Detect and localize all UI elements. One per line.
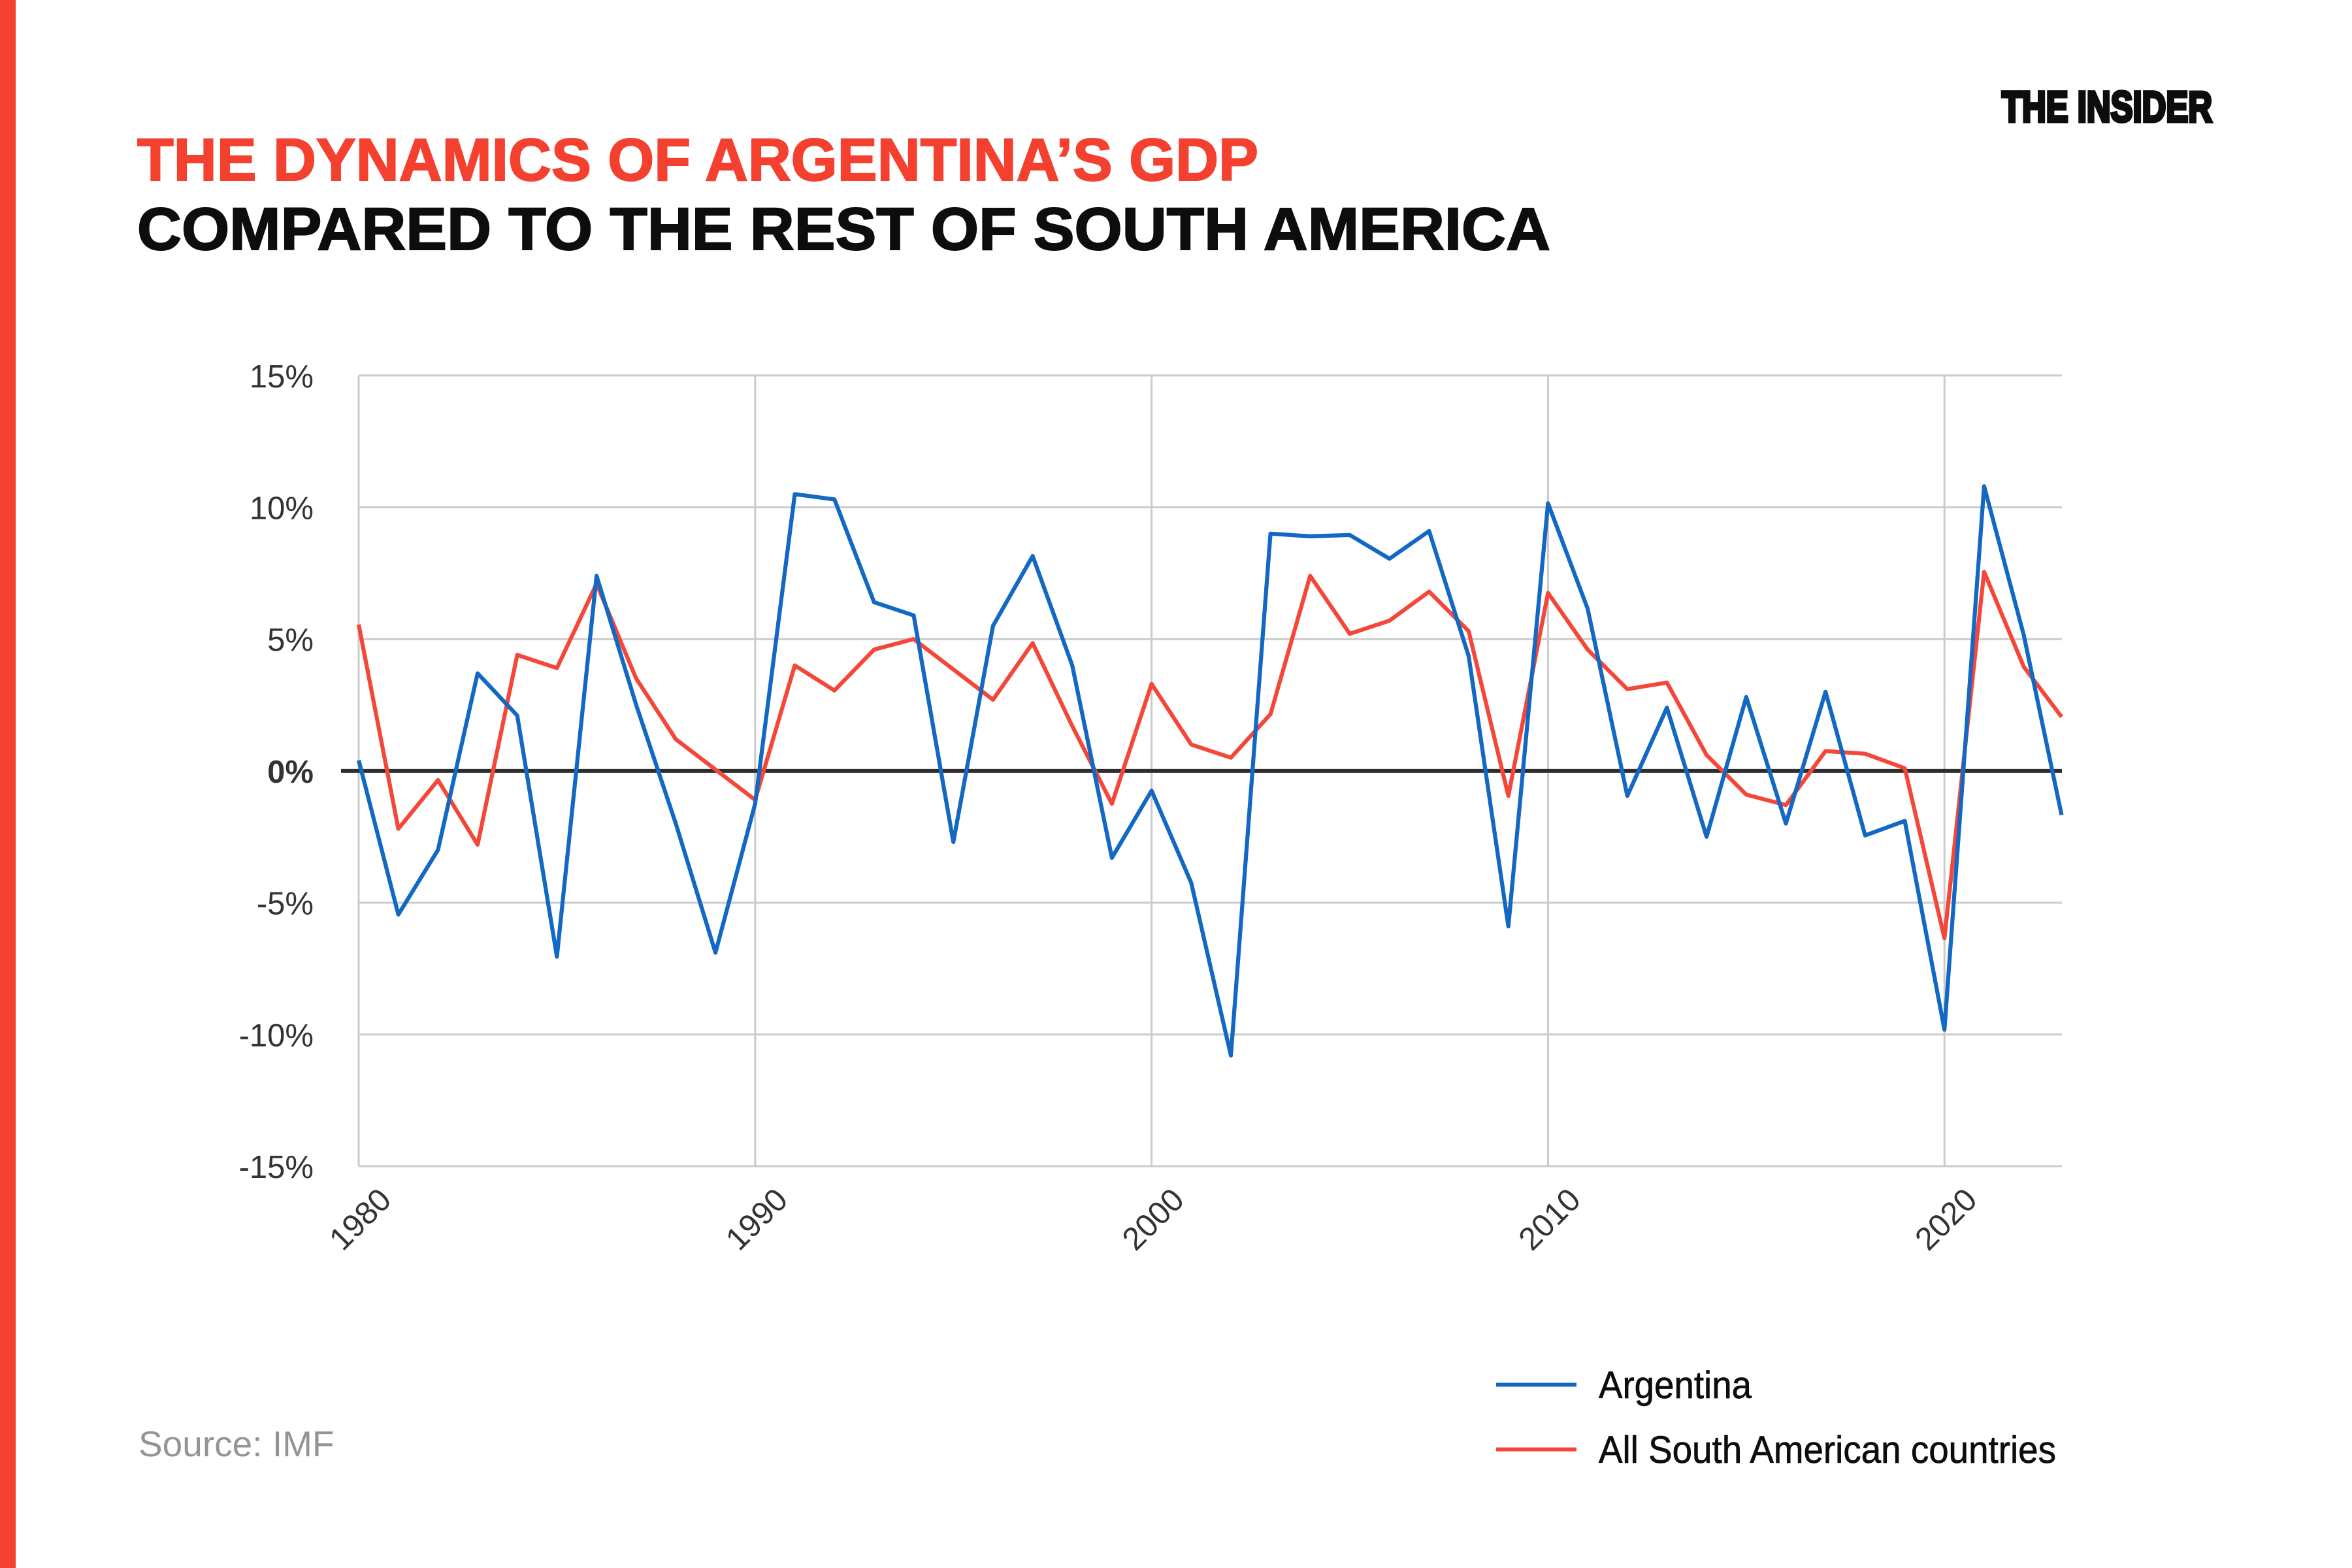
svg-text:COMPARED TO THE REST OF SOUTH: COMPARED TO THE REST OF SOUTH AMERICA bbox=[137, 196, 1550, 263]
svg-text:15%: 15% bbox=[250, 359, 314, 395]
svg-text:-15%: -15% bbox=[239, 1150, 314, 1185]
svg-text:-5%: -5% bbox=[257, 887, 314, 922]
svg-text:Argentina: Argentina bbox=[1599, 1364, 1752, 1407]
svg-text:Source: IMF: Source: IMF bbox=[139, 1424, 335, 1464]
svg-text:-10%: -10% bbox=[239, 1018, 314, 1053]
svg-text:0%: 0% bbox=[267, 755, 314, 790]
svg-text:THE DYNAMICS OF ARGENTINA’S GD: THE DYNAMICS OF ARGENTINA’S GDP bbox=[137, 127, 1258, 193]
svg-text:THE INSIDER: THE INSIDER bbox=[2002, 82, 2212, 131]
svg-text:5%: 5% bbox=[267, 623, 314, 658]
svg-text:10%: 10% bbox=[250, 491, 314, 527]
svg-text:All South American countries: All South American countries bbox=[1599, 1429, 2056, 1471]
